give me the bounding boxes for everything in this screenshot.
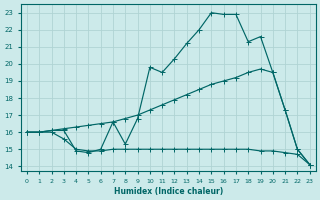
X-axis label: Humidex (Indice chaleur): Humidex (Indice chaleur)	[114, 187, 223, 196]
